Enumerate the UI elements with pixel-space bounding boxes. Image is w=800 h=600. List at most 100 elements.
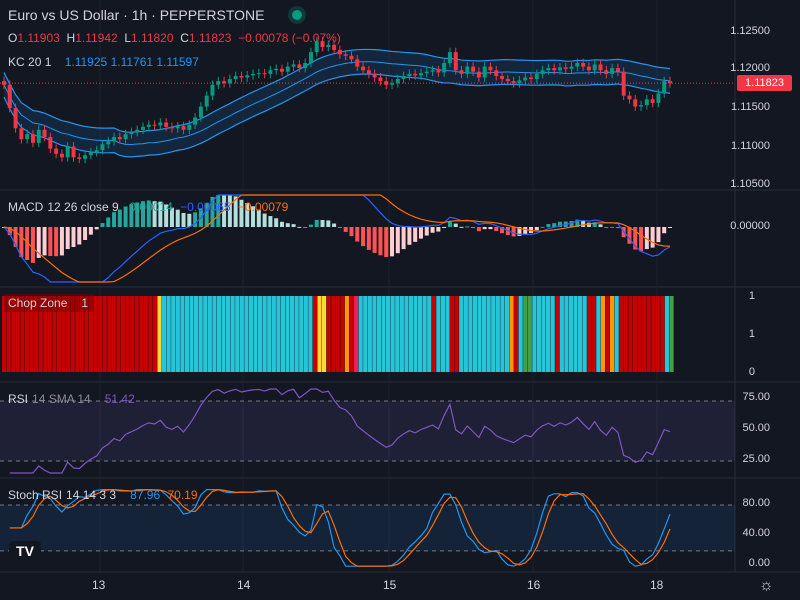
chop-zone-bar <box>500 296 505 372</box>
macd-histogram-bar <box>476 227 481 232</box>
macd-histogram-bar <box>407 227 412 245</box>
chop-zone-bar <box>472 296 478 372</box>
candle-body <box>71 146 76 158</box>
chop-zone-bar <box>386 296 391 372</box>
chop-zone-bar <box>372 296 377 372</box>
macd-histogram-bar <box>175 209 180 227</box>
chop-legend[interactable]: Chop Zone 1 <box>8 296 89 310</box>
candle-body <box>175 126 180 129</box>
macd-histogram-bar <box>430 227 435 233</box>
candle-body <box>662 81 667 94</box>
macd-histogram-bar <box>83 227 88 240</box>
macd-histogram-bar <box>668 227 672 228</box>
candle-body <box>505 78 510 82</box>
chop-zone-bar <box>207 296 212 372</box>
candle-body <box>517 80 522 84</box>
chop-zone-bar <box>184 296 190 372</box>
chop-zone-bar <box>486 296 491 372</box>
candle-body <box>615 68 620 72</box>
chop-tick: 1 <box>748 290 755 302</box>
macd-histogram-bar <box>129 204 134 227</box>
macd-histogram-bar <box>482 227 487 230</box>
candle-body <box>627 95 632 100</box>
macd-histogram-bar <box>453 223 458 227</box>
chop-zone-bar <box>20 296 25 372</box>
macd-histogram-bar <box>19 227 24 258</box>
stoch-legend[interactable]: Stoch RSI 14 14 3 3 87.96 70.19 <box>8 488 198 502</box>
candle-body <box>117 137 122 140</box>
chop-zone-bar <box>335 296 340 372</box>
chop-zone-bar <box>445 296 450 372</box>
chop-zone-bar <box>331 296 336 372</box>
candle-body <box>245 75 250 78</box>
tradingview-logo-icon[interactable]: TV <box>9 541 41 561</box>
price-tick: 1.12500 <box>730 25 770 37</box>
macd-histogram-bar <box>610 226 615 228</box>
chop-zone-bar <box>399 296 404 372</box>
chop-zone-bar <box>614 296 619 372</box>
macd-histogram-bar <box>158 201 163 227</box>
macd-histogram-bar <box>517 227 522 236</box>
candle-body <box>326 44 331 48</box>
candle-body <box>123 134 128 140</box>
candle-body <box>569 66 574 69</box>
candle-body <box>552 68 557 71</box>
chop-zone-bar <box>326 296 331 372</box>
chop-zone-bar <box>491 296 496 372</box>
candle-body <box>650 99 655 103</box>
macd-histogram-bar <box>112 212 117 227</box>
candle-body <box>268 70 273 74</box>
rsi-legend[interactable]: RSI 14 SMA 14 51.42 <box>8 392 135 406</box>
candle-body <box>668 81 672 84</box>
chop-zone-bar <box>290 296 295 372</box>
chop-zone-bar <box>203 296 208 372</box>
candle-body <box>36 129 41 143</box>
chop-zone-bar <box>637 296 642 372</box>
candle-body <box>575 62 580 67</box>
chop-zone-bar <box>527 296 532 372</box>
candle-body <box>100 144 105 151</box>
chop-zone-bar <box>61 296 66 372</box>
candle-body <box>106 141 111 145</box>
macd-histogram-bar <box>227 195 232 227</box>
candle-body <box>546 68 551 71</box>
macd-histogram-bar <box>216 195 221 227</box>
macd-histogram-bar <box>169 207 174 227</box>
chop-zone-bar <box>482 296 487 372</box>
macd-histogram-bar <box>523 227 528 235</box>
chop-zone-bar <box>93 296 98 372</box>
chop-zone-bar <box>143 296 148 372</box>
macd-legend[interactable]: MACD 12 26 close 9 0.00014 −0.00065 −0.00… <box>8 200 289 214</box>
macd-histogram-bar <box>633 227 638 250</box>
candle-body <box>164 122 169 127</box>
chop-zone-bar <box>582 296 587 372</box>
time-tick: 15 <box>383 578 397 592</box>
settings-gear-icon[interactable]: ☼ <box>759 577 774 594</box>
chop-zone-bar <box>504 296 510 372</box>
macd-histogram-bar <box>326 220 331 227</box>
chop-zone-bar <box>344 296 350 372</box>
macd-histogram-bar <box>511 227 516 237</box>
candle-body <box>140 126 145 130</box>
stoch-d-line <box>9 489 671 567</box>
chop-zone-bar <box>367 296 372 372</box>
chop-zone-bar <box>623 296 628 372</box>
chop-zone-bar <box>546 296 551 372</box>
chop-zone-bar <box>226 296 231 372</box>
candle-body <box>216 81 221 85</box>
chop-zone-bar <box>427 296 432 372</box>
macd-histogram-bar <box>436 227 441 232</box>
kc-legend[interactable]: KC 20 1 1.11925 1.11761 1.11597 <box>8 55 199 69</box>
chop-zone-bar <box>29 296 34 372</box>
price-tick: 1.10500 <box>730 178 770 190</box>
candle-body <box>453 52 458 71</box>
macd-histogram-bar <box>332 223 337 227</box>
chop-zone-bar <box>166 296 171 372</box>
macd-histogram-bar <box>644 227 649 250</box>
candle-body <box>30 134 35 143</box>
chop-zone-bar <box>450 296 455 372</box>
candle-body <box>13 107 18 129</box>
chop-zone-bar <box>262 296 267 372</box>
macd-histogram-bar <box>30 227 35 263</box>
